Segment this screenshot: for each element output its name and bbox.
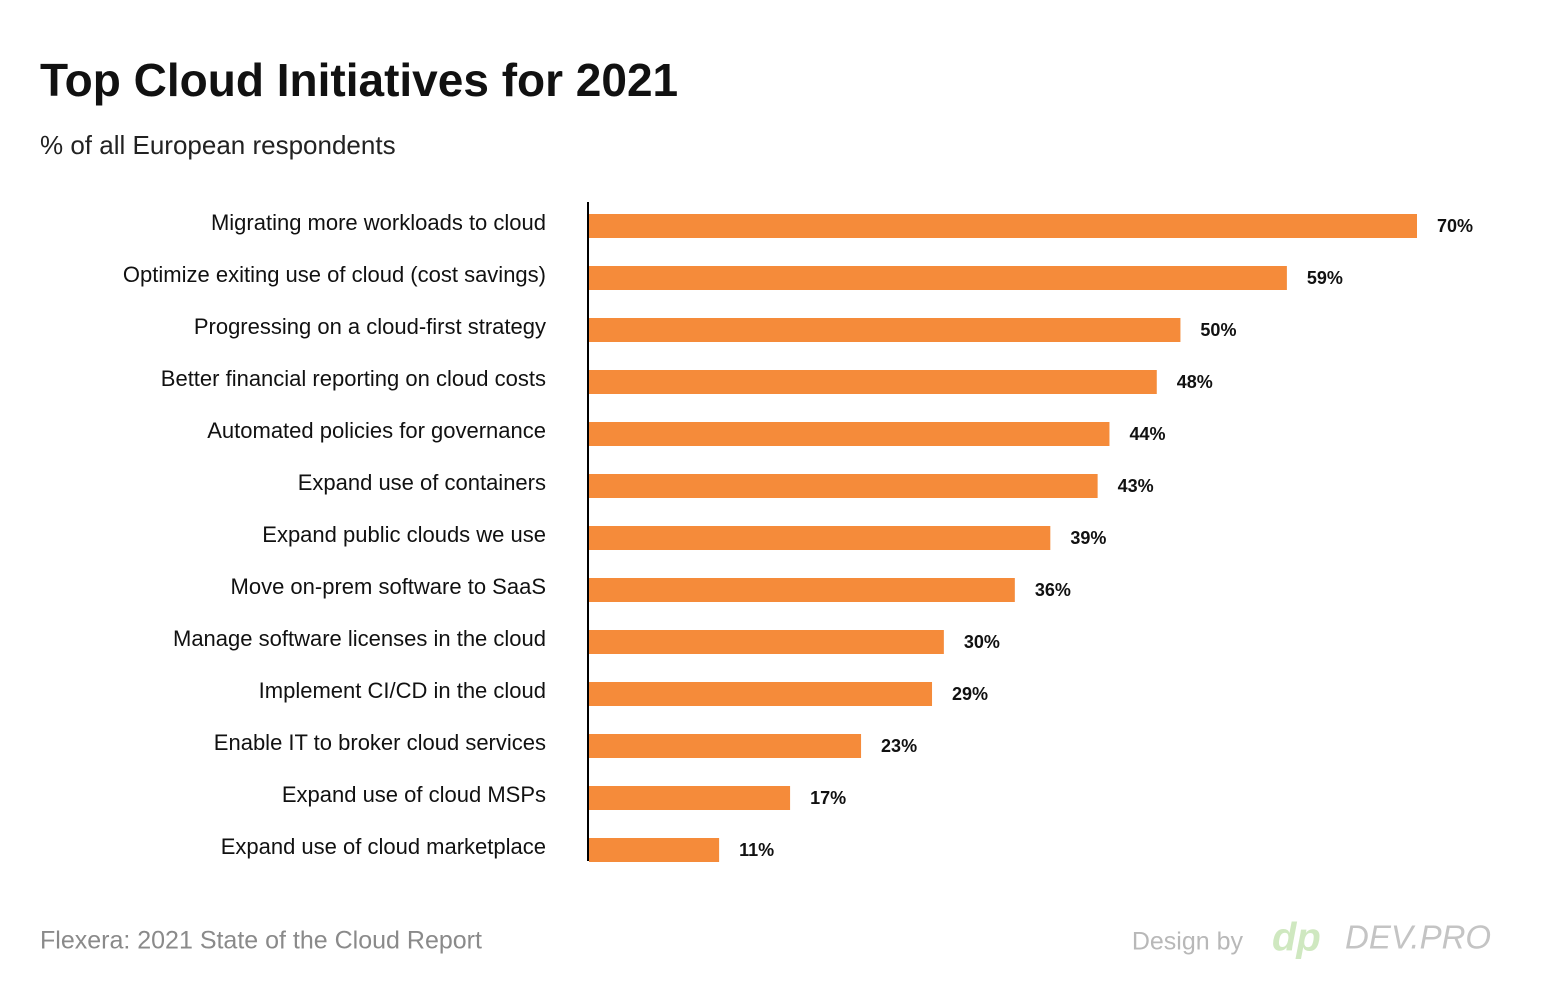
source: Flexera: 2021 State of the Cloud Report xyxy=(40,927,482,955)
value-label: 39% xyxy=(1070,528,1106,548)
value-label: 48% xyxy=(1177,372,1213,392)
credit: Design by xyxy=(1132,928,1244,956)
category-label: Enable IT to broker cloud services xyxy=(214,730,546,755)
value-label: 36% xyxy=(1035,580,1071,600)
category-label: Expand use of containers xyxy=(298,470,546,495)
value-label: 44% xyxy=(1129,424,1165,444)
category-label: Better financial reporting on cloud cost… xyxy=(161,366,546,391)
bar xyxy=(589,422,1110,446)
category-label: Expand use of cloud MSPs xyxy=(282,782,546,807)
category-label: Expand use of cloud marketplace xyxy=(221,834,546,859)
chart-title: Top Cloud Initiatives for 2021 xyxy=(40,54,678,106)
category-label: Expand public clouds we use xyxy=(262,522,546,547)
bar xyxy=(589,214,1417,238)
chart-subtitle: % of all European respondents xyxy=(40,130,396,160)
value-label: 70% xyxy=(1437,216,1473,236)
value-label: 50% xyxy=(1200,320,1236,340)
category-label: Implement CI/CD in the cloud xyxy=(259,678,546,703)
bar xyxy=(589,370,1157,394)
bar xyxy=(589,734,862,758)
bar xyxy=(589,578,1015,602)
bar xyxy=(589,786,791,810)
bar xyxy=(589,266,1287,290)
value-label: 43% xyxy=(1118,476,1154,496)
category-label: Move on-prem software to SaaS xyxy=(231,574,546,599)
category-label: Automated policies for governance xyxy=(207,418,546,443)
category-label: Progressing on a cloud-first strategy xyxy=(194,314,546,339)
bar xyxy=(589,630,944,654)
bar xyxy=(589,526,1051,550)
logo-mark: dp xyxy=(1272,916,1321,960)
value-label: 30% xyxy=(964,632,1000,652)
bar xyxy=(589,838,720,862)
logo-text: DEV.PRO xyxy=(1345,919,1491,956)
value-label: 23% xyxy=(881,736,917,756)
category-label: Manage software licenses in the cloud xyxy=(173,626,546,651)
bar xyxy=(589,682,933,706)
value-label: 17% xyxy=(810,788,846,808)
category-label: Migrating more workloads to cloud xyxy=(211,210,546,235)
value-label: 11% xyxy=(739,840,774,860)
value-label: 59% xyxy=(1307,268,1343,288)
bar xyxy=(589,474,1098,498)
value-label: 29% xyxy=(952,684,988,704)
bar xyxy=(589,318,1181,342)
category-label: Optimize exiting use of cloud (cost savi… xyxy=(123,262,546,287)
